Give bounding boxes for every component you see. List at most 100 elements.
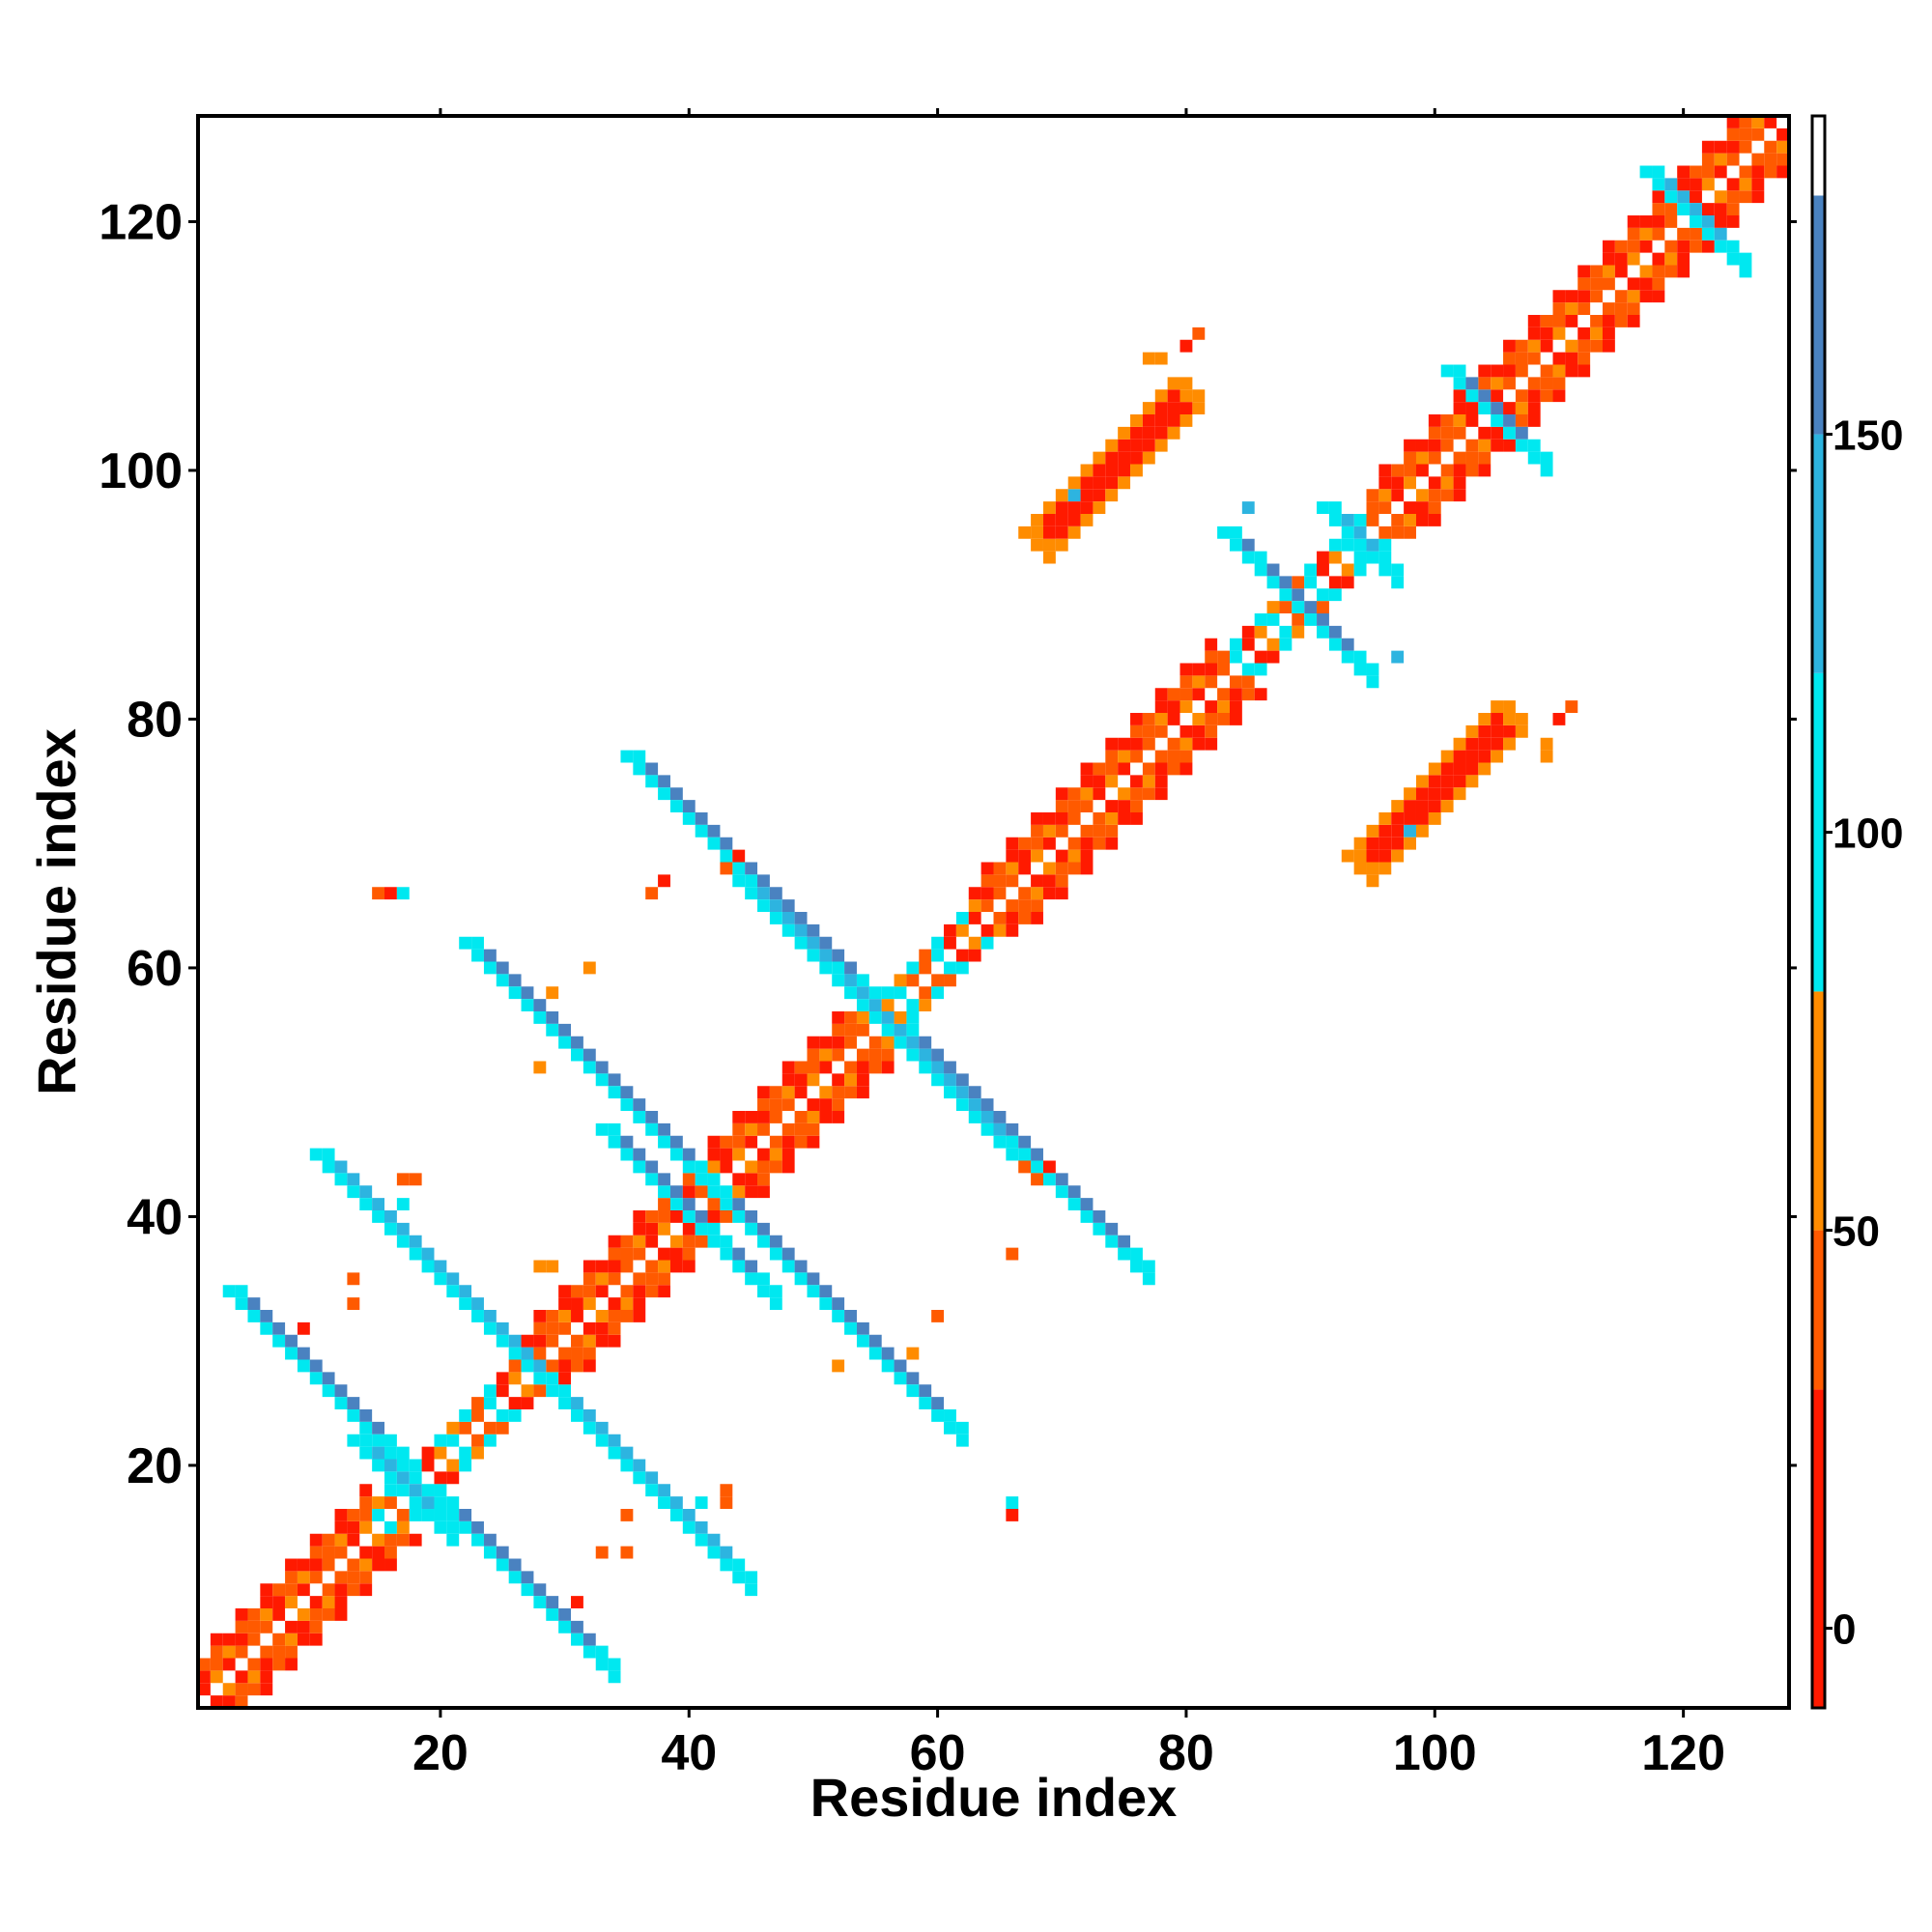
- heatmap-cell: [1404, 837, 1416, 850]
- heatmap-cell: [471, 1434, 484, 1447]
- heatmap-cell: [1639, 165, 1653, 179]
- heatmap-cell: [533, 1321, 547, 1335]
- heatmap-cell: [1118, 812, 1131, 825]
- heatmap-cell: [955, 1086, 969, 1099]
- heatmap-cell: [1042, 837, 1056, 850]
- heatmap-cell: [1701, 215, 1715, 228]
- heatmap-cell: [1353, 551, 1367, 564]
- heatmap-cell: [1229, 638, 1242, 651]
- heatmap-cell: [571, 1036, 583, 1049]
- heatmap-cell: [1614, 302, 1628, 315]
- heatmap-cell: [707, 1160, 721, 1174]
- heatmap-cell: [1304, 613, 1318, 626]
- heatmap-cell: [931, 974, 945, 987]
- heatmap-cell: [1428, 812, 1441, 825]
- heatmap-cell: [595, 1434, 609, 1447]
- heatmap-cell: [1217, 688, 1230, 701]
- heatmap-cell: [894, 1011, 907, 1024]
- heatmap-cell: [658, 1122, 670, 1136]
- heatmap-cell: [1006, 923, 1019, 937]
- heatmap-cell: [384, 1210, 397, 1223]
- heatmap-cell: [658, 1185, 670, 1199]
- heatmap-cell: [384, 1434, 397, 1447]
- heatmap-cell: [1540, 327, 1553, 340]
- heatmap-cell: [1565, 315, 1578, 327]
- heatmap-cell: [1465, 389, 1479, 403]
- heatmap-cell: [1341, 650, 1354, 664]
- heatmap-cell: [546, 1596, 559, 1608]
- heatmap-cell: [384, 1459, 397, 1472]
- heatmap-cell: [1192, 389, 1206, 403]
- heatmap-cell: [757, 1235, 770, 1248]
- heatmap-cell: [1515, 339, 1528, 353]
- heatmap-cell: [533, 1372, 547, 1385]
- heatmap-cell: [1055, 501, 1068, 514]
- heatmap-cell: [707, 1235, 721, 1248]
- heatmap-cell: [1527, 451, 1541, 465]
- heatmap-cell: [781, 1073, 795, 1087]
- heatmap-cell: [421, 1509, 435, 1521]
- heatmap-cell: [1664, 240, 1678, 253]
- heatmap-cell: [359, 1571, 373, 1584]
- heatmap-cell: [1080, 824, 1094, 838]
- heatmap-cell: [732, 874, 746, 888]
- x-tick-label: 80: [1158, 1725, 1214, 1781]
- heatmap-cell: [1067, 489, 1081, 502]
- heatmap-cell: [1254, 625, 1267, 639]
- heatmap-cell: [720, 862, 733, 875]
- heatmap-cell: [571, 1633, 583, 1646]
- heatmap-cell: [1391, 800, 1405, 812]
- heatmap-cell: [1776, 165, 1789, 179]
- y-tick-label: 80: [127, 692, 183, 748]
- heatmap-cell: [1130, 414, 1143, 427]
- heatmap-cell: [968, 887, 981, 900]
- heatmap-cell: [919, 1384, 932, 1398]
- heatmap-cell: [1751, 116, 1765, 128]
- heatmap-cell: [931, 1397, 945, 1409]
- heatmap-cell: [620, 1446, 634, 1460]
- heatmap-cell: [1304, 563, 1318, 577]
- heatmap-cell: [260, 1596, 273, 1608]
- heatmap-cell: [508, 1397, 522, 1409]
- heatmap-cell: [1179, 750, 1193, 763]
- heatmap-cell: [856, 1321, 869, 1335]
- heatmap-cell: [633, 1098, 646, 1111]
- heatmap-cell: [1627, 290, 1640, 303]
- heatmap-cell: [533, 1359, 547, 1373]
- heatmap-cell: [1415, 787, 1429, 801]
- heatmap-cell: [1677, 203, 1690, 215]
- heatmap-cell: [769, 1148, 782, 1161]
- heatmap-cell: [533, 999, 547, 1011]
- heatmap-cell: [546, 986, 559, 1000]
- heatmap-cell: [595, 1421, 609, 1435]
- heatmap-cell: [247, 1608, 261, 1621]
- heatmap-cell: [1130, 737, 1143, 751]
- heatmap-cell: [1366, 849, 1379, 863]
- heatmap-cell: [260, 1620, 273, 1634]
- heatmap-cell: [334, 1583, 348, 1597]
- heatmap-cell: [558, 1620, 572, 1634]
- heatmap-cell: [1006, 1247, 1019, 1261]
- heatmap-cell: [359, 1484, 373, 1497]
- heatmap-cell: [1118, 750, 1131, 763]
- heatmap-cell: [1006, 899, 1019, 912]
- heatmap-cell: [235, 1297, 248, 1310]
- heatmap-cell: [272, 1334, 286, 1348]
- heatmap-cell: [807, 1285, 820, 1298]
- heatmap-cell: [571, 1397, 583, 1409]
- heatmap-cell: [980, 899, 994, 912]
- heatmap-cell: [347, 1397, 360, 1409]
- heatmap-cell: [1254, 563, 1267, 577]
- heatmap-cell: [297, 1558, 310, 1572]
- heatmap-cell: [844, 974, 857, 987]
- heatmap-cell: [968, 899, 981, 912]
- heatmap-cell: [1279, 625, 1293, 639]
- heatmap-cell: [856, 999, 869, 1011]
- heatmap-cell: [919, 1061, 932, 1074]
- heatmap-cell: [1404, 526, 1416, 539]
- heatmap-cell: [720, 1198, 733, 1210]
- heatmap-cell: [1478, 364, 1492, 378]
- heatmap-cell: [745, 1185, 758, 1199]
- heatmap-cell: [396, 1484, 410, 1497]
- heatmap-cell: [707, 1148, 721, 1161]
